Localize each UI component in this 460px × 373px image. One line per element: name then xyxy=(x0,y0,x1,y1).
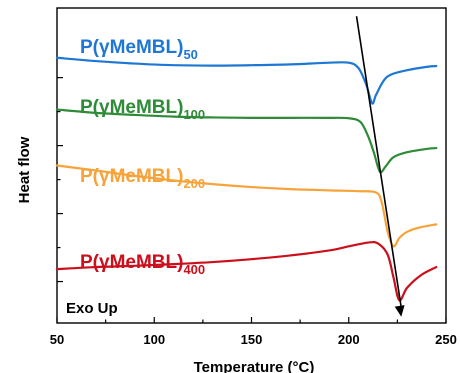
x-tick-label: 200 xyxy=(338,332,360,347)
series-label-main: P(γMeMBL) xyxy=(80,37,183,58)
series-line-400 xyxy=(55,240,438,302)
series-label-100: P(γMeMBL)100 xyxy=(80,97,205,122)
x-tick-label: 50 xyxy=(50,332,64,347)
series-label-subscript: 400 xyxy=(183,262,205,277)
series-labels: P(γMeMBL)50P(γMeMBL)100P(γMeMBL)200P(γMe… xyxy=(80,37,205,277)
series-label-subscript: 50 xyxy=(183,47,197,62)
series-line-50 xyxy=(55,56,438,105)
x-tick-label: 150 xyxy=(241,332,263,347)
series-line-100 xyxy=(55,108,438,174)
trend-arrow xyxy=(355,16,405,317)
x-tick-label: 100 xyxy=(143,332,165,347)
exo-up-annotation: Exo Up xyxy=(66,300,118,317)
series-label-50: P(γMeMBL)50 xyxy=(80,37,198,62)
arrow-shaft xyxy=(355,16,403,308)
series-label-main: P(γMeMBL) xyxy=(80,252,183,273)
series-line-200 xyxy=(55,164,438,248)
x-axis-title: Temperature (°C) xyxy=(194,359,315,373)
series-label-subscript: 200 xyxy=(183,176,205,191)
x-tick-label: 250 xyxy=(435,332,457,347)
series-label-400: P(γMeMBL)400 xyxy=(80,252,205,277)
series-label-main: P(γMeMBL) xyxy=(80,166,183,187)
series-label-200: P(γMeMBL)200 xyxy=(80,166,205,191)
arrow-head xyxy=(394,305,405,317)
y-axis-title: Heat flow xyxy=(16,136,33,203)
x-ticks: 50 100 150 200 250 xyxy=(50,317,457,347)
series-label-subscript: 100 xyxy=(183,107,205,122)
y-ticks xyxy=(57,77,63,283)
curves xyxy=(55,56,438,302)
series-label-main: P(γMeMBL) xyxy=(80,97,183,118)
